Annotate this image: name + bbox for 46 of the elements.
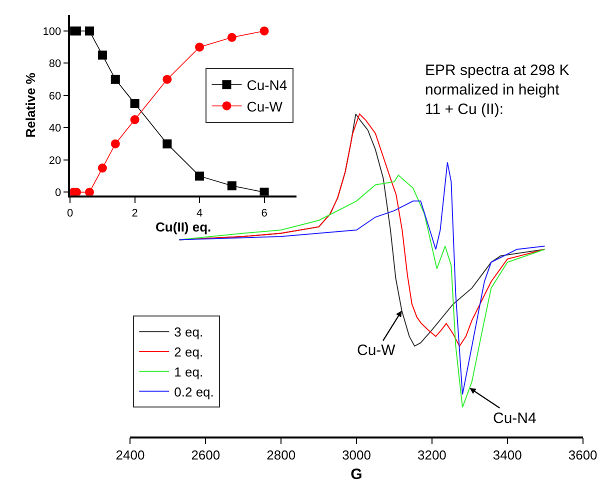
- x-tick-label: 2: [132, 207, 138, 220]
- y-tick-label: 60: [48, 90, 62, 102]
- x-tick-label: 2400: [116, 448, 145, 463]
- point: [130, 115, 140, 124]
- point: [162, 74, 172, 84]
- x-tick-label: 3200: [417, 448, 446, 463]
- point: [260, 188, 269, 196]
- point: [110, 74, 120, 84]
- point: [195, 172, 204, 181]
- y-tick-label: 100: [42, 26, 62, 38]
- point: [227, 32, 236, 42]
- point: [84, 26, 94, 36]
- legend-label: 0.2 eq.: [174, 384, 214, 400]
- x-tick-label: 3400: [492, 448, 522, 463]
- x-tick-label: 0: [67, 207, 74, 220]
- y-axis-title: Relative %: [23, 72, 38, 138]
- point: [98, 50, 107, 60]
- y-tick-label: 0: [54, 187, 62, 200]
- x-tick-label: 4: [196, 207, 203, 220]
- point: [110, 139, 120, 148]
- point: [72, 188, 82, 196]
- x-tick-label: 2600: [191, 448, 220, 463]
- legend-label: 2 eq.: [174, 344, 204, 360]
- annotation: Cu-N4: [493, 410, 536, 427]
- point: [84, 188, 94, 196]
- legend-label: Cu-W: [246, 98, 284, 114]
- x-tick-label: 3000: [342, 448, 371, 463]
- point: [130, 99, 140, 108]
- point: [162, 139, 172, 148]
- point: [195, 42, 204, 52]
- legend-label: 1 eq.: [174, 364, 204, 380]
- y-tick-label: 40: [48, 122, 62, 135]
- x-axis-title: Cu(II) eq.: [156, 219, 212, 234]
- x-tick-label: 6: [261, 207, 268, 220]
- legend-label: 3 eq.: [174, 324, 204, 340]
- annotation: Cu-W: [357, 342, 396, 359]
- legend-label: Cu-N4: [246, 77, 288, 94]
- point: [260, 26, 269, 36]
- annotation: EPR spectra at 298 K normalized in height 11 + Cu (II):: [425, 62, 570, 118]
- x-tick-label: 2800: [266, 448, 296, 463]
- point: [98, 164, 107, 173]
- y-tick-label: 20: [48, 154, 62, 167]
- x-axis-title: G: [350, 466, 362, 483]
- x-tick-label: 3600: [568, 448, 598, 463]
- point: [227, 181, 236, 190]
- y-tick-label: 80: [48, 58, 62, 70]
